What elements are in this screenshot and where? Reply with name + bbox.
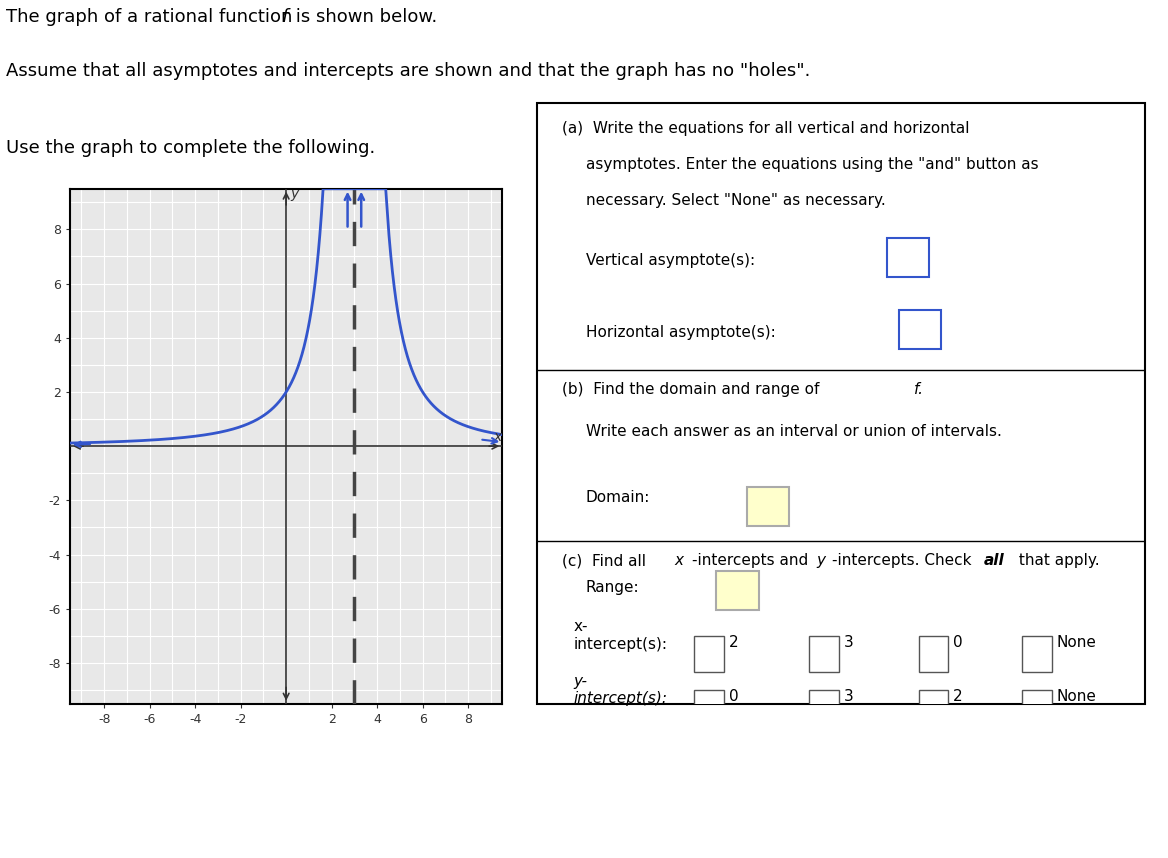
FancyBboxPatch shape <box>1022 691 1051 726</box>
FancyBboxPatch shape <box>809 691 839 726</box>
Text: Vertical asymptote(s):: Vertical asymptote(s): <box>586 253 755 268</box>
FancyBboxPatch shape <box>694 637 724 672</box>
Text: 2: 2 <box>953 689 962 704</box>
Text: (b)  Find the domain and range of: (b) Find the domain and range of <box>562 383 823 397</box>
Text: (c)  Find all: (c) Find all <box>562 553 651 568</box>
Text: necessary. Select "None" as necessary.: necessary. Select "None" as necessary. <box>586 193 885 208</box>
Text: 0: 0 <box>953 635 962 650</box>
Text: The graph of a rational function: The graph of a rational function <box>7 8 299 26</box>
Text: Horizontal asymptote(s):: Horizontal asymptote(s): <box>586 325 776 340</box>
FancyBboxPatch shape <box>887 239 929 277</box>
FancyBboxPatch shape <box>919 637 948 672</box>
Text: all: all <box>983 553 1004 568</box>
Text: x: x <box>494 430 502 444</box>
Text: y: y <box>290 187 298 201</box>
FancyBboxPatch shape <box>809 637 839 672</box>
FancyBboxPatch shape <box>694 691 724 726</box>
Text: x-
intercept(s):: x- intercept(s): <box>573 619 668 652</box>
Text: 3: 3 <box>844 635 854 650</box>
FancyBboxPatch shape <box>1022 637 1051 672</box>
Text: that apply.: that apply. <box>1014 553 1100 568</box>
Text: x: x <box>674 553 683 568</box>
Text: f: f <box>281 8 288 26</box>
Text: 3: 3 <box>844 689 854 704</box>
FancyBboxPatch shape <box>919 691 948 726</box>
Text: 0: 0 <box>729 689 738 704</box>
Text: y: y <box>816 553 826 568</box>
FancyBboxPatch shape <box>746 487 790 527</box>
Text: None: None <box>1057 635 1097 650</box>
Text: (a)  Write the equations for all vertical and horizontal: (a) Write the equations for all vertical… <box>562 121 969 136</box>
Text: Write each answer as an interval or union of intervals.: Write each answer as an interval or unio… <box>586 425 1002 439</box>
Text: -intercepts and: -intercepts and <box>693 553 813 568</box>
FancyBboxPatch shape <box>898 311 941 349</box>
Text: Range:: Range: <box>586 580 640 595</box>
FancyBboxPatch shape <box>716 571 759 611</box>
Text: y-
intercept(s):: y- intercept(s): <box>573 674 668 706</box>
Text: f.: f. <box>913 383 924 397</box>
Text: asymptotes. Enter the equations using the "and" button as: asymptotes. Enter the equations using th… <box>586 157 1038 172</box>
Text: -intercepts. Check: -intercepts. Check <box>832 553 976 568</box>
Text: Use the graph to complete the following.: Use the graph to complete the following. <box>7 139 376 157</box>
Text: Assume that all asymptotes and intercepts are shown and that the graph has no "h: Assume that all asymptotes and intercept… <box>7 62 811 80</box>
Text: is shown below.: is shown below. <box>291 8 438 26</box>
Text: None: None <box>1057 689 1097 704</box>
Text: 2: 2 <box>729 635 738 650</box>
Text: Domain:: Domain: <box>586 490 651 505</box>
